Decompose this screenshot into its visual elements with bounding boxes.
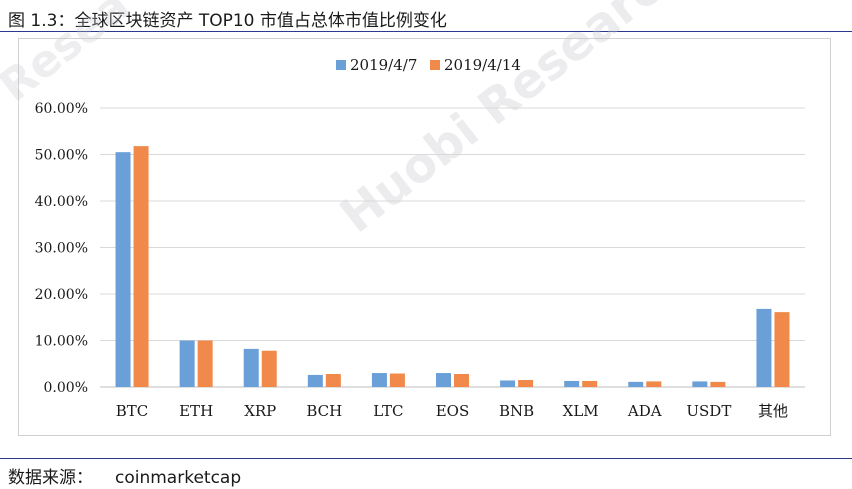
gridlines xyxy=(100,107,805,388)
x-tick-label: BNB xyxy=(499,402,534,420)
bar-BNB-2019/4/7 xyxy=(500,380,516,387)
bar-LTC-2019/4/7 xyxy=(371,373,387,387)
legend-swatch xyxy=(336,60,346,70)
y-tick-label: 0.00% xyxy=(44,380,88,396)
source-line: 数据来源： coinmarketcap xyxy=(8,463,241,488)
title-rule xyxy=(0,31,852,32)
bar-EOS-2019/4/14 xyxy=(454,373,469,387)
bar-XRP-2019/4/14 xyxy=(261,350,277,387)
bar-其他-2019/4/14 xyxy=(774,312,790,387)
y-tick-label: 50.00% xyxy=(35,148,88,164)
source-rule xyxy=(0,458,852,459)
x-tick-label: 其他 xyxy=(758,402,788,420)
x-tick-label: ETH xyxy=(179,402,213,420)
bar-BTC-2019/4/14 xyxy=(133,146,149,387)
source-label: 数据来源： xyxy=(8,468,93,488)
legend-label: 2019/4/14 xyxy=(444,56,521,74)
bar-XLM-2019/4/14 xyxy=(582,380,598,387)
bar-BCH-2019/4/14 xyxy=(325,373,341,387)
bar-LTC-2019/4/14 xyxy=(389,373,405,387)
y-tick-label: 40.00% xyxy=(35,194,88,210)
legend-label: 2019/4/7 xyxy=(350,56,417,74)
bar-ADA-2019/4/7 xyxy=(628,381,644,387)
x-tick-label: USDT xyxy=(686,402,731,420)
chart-frame xyxy=(18,38,831,436)
x-tick-label: XRP xyxy=(244,402,276,420)
x-tick-label: LTC xyxy=(373,402,403,420)
x-tick-label: BCH xyxy=(306,402,342,420)
bars xyxy=(115,146,790,387)
y-axis: 0.00% 10.00% 20.00% 30.00% 40.00% 50.00% 60.00… xyxy=(35,101,88,396)
x-tick-label: BTC xyxy=(116,402,149,420)
x-tick-label: ADA xyxy=(627,402,662,420)
bar-其他-2019/4/7 xyxy=(756,308,772,387)
y-tick-label: 60.00% xyxy=(35,101,88,117)
y-tick-label: 20.00% xyxy=(35,287,88,303)
bar-XRP-2019/4/7 xyxy=(243,348,259,387)
bar-USDT-2019/4/14 xyxy=(710,381,726,387)
y-tick-label: 30.00% xyxy=(35,241,88,257)
bar-BCH-2019/4/7 xyxy=(307,374,323,387)
bar-XLM-2019/4/7 xyxy=(564,380,580,387)
legend-swatch xyxy=(430,60,440,70)
y-tick-label: 10.00% xyxy=(35,334,88,350)
source-value: coinmarketcap xyxy=(115,468,242,488)
figure-title: 图 1.3：全球区块链资产 TOP10 市值占总体市值比例变化 xyxy=(8,11,447,31)
bar-ETH-2019/4/7 xyxy=(179,340,195,387)
bar-EOS-2019/4/7 xyxy=(436,373,451,387)
bar-USDT-2019/4/7 xyxy=(692,381,708,387)
bar-BNB-2019/4/14 xyxy=(518,380,534,387)
bar-ETH-2019/4/14 xyxy=(197,340,213,387)
bar-ADA-2019/4/14 xyxy=(646,381,662,387)
x-axis: BTC ETH XRP BCH LTC EOS BNB XLM ADA USDT 其他 xyxy=(116,402,788,420)
x-tick-label: EOS xyxy=(436,402,470,420)
x-tick-label: XLM xyxy=(563,402,599,420)
legend: 2019/4/7 2019/4/14 xyxy=(336,56,521,74)
bar-BTC-2019/4/7 xyxy=(115,152,131,387)
